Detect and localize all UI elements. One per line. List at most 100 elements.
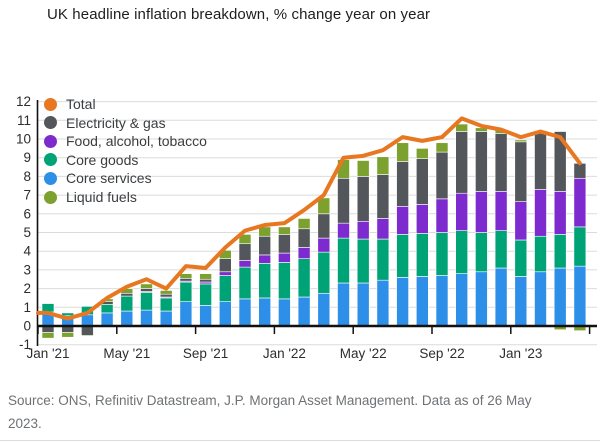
bottom-divider	[0, 440, 600, 441]
bar-segment	[415, 148, 429, 159]
bar-segment	[337, 282, 350, 327]
bar-segment	[553, 267, 567, 327]
stacked-bars	[41, 123, 587, 339]
bar-segment	[475, 271, 488, 327]
bar-segment	[475, 191, 488, 233]
x-axis-ticks	[37, 327, 591, 334]
bar-segment	[238, 260, 252, 268]
bar-segment	[120, 292, 134, 297]
bar-segment	[258, 254, 272, 264]
y-tick-label: 4	[23, 244, 31, 259]
bar-segment	[81, 314, 94, 327]
x-tick-label: Jan '21	[26, 346, 69, 361]
bar-segment	[140, 288, 153, 292]
bar-segment	[415, 276, 429, 327]
source-line-1: Source: ONS, Refinitiv Datastream, J.P. …	[8, 393, 532, 408]
bar-segment	[396, 206, 409, 235]
bar-segment	[238, 266, 252, 300]
y-tick-label: 11	[17, 113, 31, 128]
bar-segment	[238, 234, 252, 245]
bar-segment	[317, 251, 331, 294]
bar-segment	[396, 142, 409, 162]
bar-segment	[455, 123, 469, 132]
bar-segment	[435, 151, 449, 200]
bar-segment	[514, 276, 528, 327]
bar-segment	[396, 234, 409, 278]
bar-segment	[356, 282, 370, 327]
bar-segment	[238, 298, 252, 327]
bar-segment	[494, 133, 508, 192]
x-tick-label: May '21	[103, 346, 150, 361]
x-tick-label: Jan '22	[263, 346, 306, 361]
legend-swatch-icon	[44, 134, 57, 148]
bar-segment	[317, 237, 331, 253]
bar-segment	[140, 309, 153, 327]
bar-segment	[356, 238, 370, 284]
bar-segment	[494, 267, 508, 327]
legend-label: Total	[66, 96, 96, 113]
bar-segment	[159, 297, 173, 312]
bar-segment	[376, 156, 390, 175]
bar-segment	[415, 204, 429, 234]
bar-segment	[573, 226, 587, 267]
bar-segment	[534, 131, 547, 190]
bar-segment	[415, 233, 429, 277]
bar-segment	[297, 258, 311, 298]
legend-swatch-icon	[44, 171, 57, 185]
bar-segment	[553, 131, 567, 192]
bar-segment	[278, 252, 291, 263]
bar-segment	[435, 275, 449, 327]
bar-segment	[455, 230, 469, 274]
x-tick-label: Sep '21	[183, 346, 228, 361]
y-tick-label: 7	[23, 188, 31, 203]
bar-segment	[199, 305, 212, 327]
bar-segment	[435, 232, 449, 276]
chart-legend: Total Electricity & gas Food, alcohol, tob…	[44, 95, 207, 206]
bar-segment	[534, 235, 547, 273]
bar-segment	[396, 277, 409, 327]
legend-swatch-icon	[44, 116, 57, 130]
bar-segment	[159, 290, 173, 295]
bar-segment	[455, 192, 469, 231]
bar-segment	[534, 271, 547, 327]
bar-segment	[514, 239, 528, 277]
bar-segment	[573, 265, 587, 327]
legend-label: Food, alcohol, tobacco	[66, 133, 207, 150]
legend-item-core-goods: Core goods	[44, 151, 207, 170]
y-tick-label: 5	[23, 225, 31, 240]
bar-segment	[159, 310, 173, 327]
x-tick-label: Jan '23	[499, 346, 542, 361]
bar-segment	[317, 197, 331, 215]
bar-segment	[238, 243, 252, 261]
bar-segment	[219, 301, 232, 327]
bar-segment	[219, 271, 232, 276]
bar-segment	[514, 139, 528, 143]
bar-segment	[376, 238, 390, 281]
bar-segment	[317, 213, 331, 239]
bar-segment	[435, 198, 449, 233]
bar-segment	[258, 297, 272, 327]
bar-segment	[179, 301, 193, 327]
bar-segment	[337, 237, 350, 284]
bar-segment	[297, 247, 311, 259]
legend-label: Liquid fuels	[66, 189, 137, 205]
bar-segment	[41, 332, 55, 339]
bar-segment	[534, 189, 547, 237]
bar-segment	[219, 258, 232, 273]
y-tick-label: 3	[23, 262, 31, 277]
source-note: Source: ONS, Refinitiv Datastream, J.P. …	[8, 389, 596, 435]
x-tick-label: May '22	[340, 346, 387, 361]
bar-segment	[179, 273, 193, 279]
y-tick-label: 6	[23, 206, 31, 221]
bar-segment	[278, 234, 291, 254]
legend-item-electricity-gas: Electricity & gas	[44, 114, 207, 133]
bar-segment	[81, 325, 94, 336]
legend-swatch-icon	[44, 97, 57, 111]
source-line-2: 2023.	[8, 416, 42, 431]
y-tick-label: 12	[16, 94, 31, 109]
legend-item-total: Total	[44, 95, 207, 114]
bar-segment	[100, 312, 114, 327]
y-tick-label: -1	[19, 337, 31, 352]
y-tick-label: 0	[23, 319, 31, 334]
x-tick-label: Sep '22	[419, 346, 464, 361]
